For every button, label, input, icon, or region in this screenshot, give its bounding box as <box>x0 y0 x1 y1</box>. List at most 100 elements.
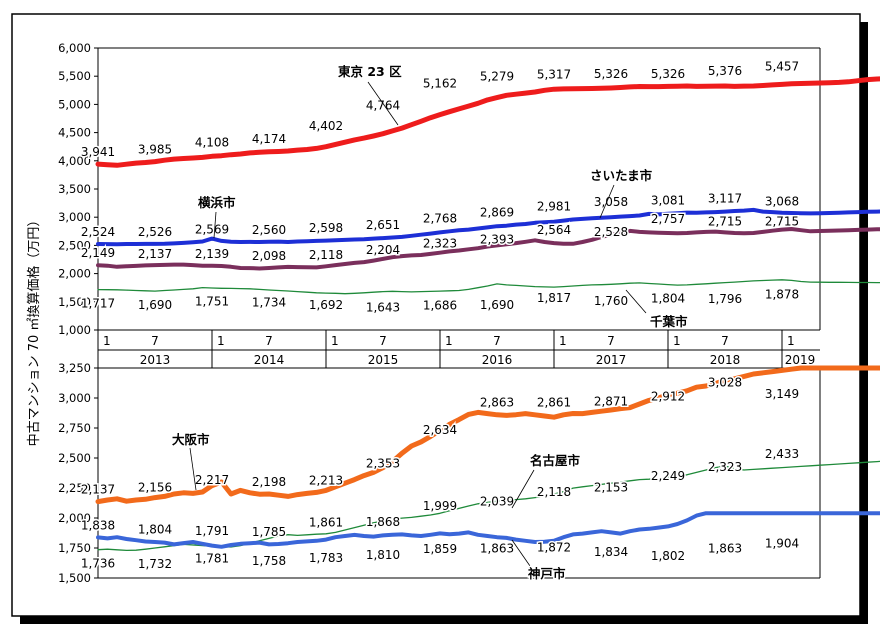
data-label: 5,457 <box>765 60 799 74</box>
series-callout-label: 名古屋市 <box>530 453 581 468</box>
series-callout-label: 東京 23 区 <box>338 64 402 79</box>
data-label: 2,156 <box>138 480 172 494</box>
lower-y-tick-label: 2,000 <box>58 511 91 525</box>
lower-y-tick-label: 2,750 <box>58 421 91 435</box>
data-label: 2,715 <box>708 214 742 228</box>
upper-y-tick-label: 4,000 <box>58 154 91 168</box>
data-label: 4,108 <box>195 136 229 150</box>
callout-leader <box>367 81 399 126</box>
data-label: 1,878 <box>765 287 799 301</box>
data-label: 1,791 <box>195 524 229 538</box>
data-label: 1,736 <box>81 557 115 571</box>
series-line-lower-0 <box>95 365 880 505</box>
data-label: 2,871 <box>594 394 628 408</box>
lower-y-tick-label: 2,500 <box>58 451 91 465</box>
data-label: 1,804 <box>651 292 685 306</box>
data-label: 1,643 <box>366 301 400 315</box>
lower-y-tick-label: 1,500 <box>58 571 91 585</box>
data-label: 2,323 <box>423 236 457 250</box>
data-label: 1,758 <box>252 554 286 568</box>
data-label: 2,768 <box>423 211 457 225</box>
data-label: 5,326 <box>594 67 628 81</box>
x-month-label: 1 <box>787 334 795 348</box>
data-label: 2,039 <box>480 494 514 508</box>
data-label: 2,249 <box>651 469 685 483</box>
data-label: 2,433 <box>765 447 799 461</box>
data-label: 1,861 <box>309 516 343 530</box>
data-label: 2,118 <box>309 248 343 262</box>
data-label: 2,213 <box>309 473 343 487</box>
x-month-label: 7 <box>265 334 273 348</box>
series-line-upper-1 <box>96 207 880 247</box>
upper-y-tick-label: 3,500 <box>58 182 91 196</box>
data-label: 2,393 <box>480 232 514 246</box>
x-month-label: 1 <box>217 334 225 348</box>
lower-y-tick-label: 3,250 <box>58 361 91 375</box>
data-label: 1,817 <box>537 291 571 305</box>
data-label: 2,217 <box>195 473 229 487</box>
callout-leader <box>599 184 615 219</box>
lower-y-tick-label: 2,250 <box>58 481 91 495</box>
callout-leader <box>511 539 531 567</box>
x-year-label: 2016 <box>482 353 513 367</box>
x-month-label: 1 <box>445 334 453 348</box>
data-label: 2,323 <box>708 460 742 474</box>
data-label: 1,783 <box>309 551 343 565</box>
upper-y-tick-label: 3,000 <box>58 210 91 224</box>
data-label: 2,139 <box>195 247 229 261</box>
data-label: 2,634 <box>423 423 457 437</box>
data-label: 3,058 <box>594 195 628 209</box>
callout-leader <box>189 447 197 491</box>
series-line-upper-3 <box>97 279 880 295</box>
x-month-label: 1 <box>559 334 567 348</box>
x-year-label: 2018 <box>710 353 741 367</box>
x-month-label: 7 <box>493 334 501 348</box>
data-label: 2,198 <box>252 475 286 489</box>
callout-leader <box>213 211 217 239</box>
x-year-label: 2015 <box>368 353 399 367</box>
x-year-label: 2017 <box>596 353 627 367</box>
data-label: 4,402 <box>309 119 343 133</box>
data-label: 1,692 <box>309 298 343 312</box>
data-label: 2,560 <box>252 223 286 237</box>
upper-y-tick-label: 4,500 <box>58 126 91 140</box>
data-label: 2,118 <box>537 485 571 499</box>
upper-y-tick-label: 2,500 <box>58 238 91 252</box>
x-month-label: 1 <box>673 334 681 348</box>
upper-y-tick-label: 1,000 <box>58 323 91 337</box>
x-month-label: 7 <box>721 334 729 348</box>
data-label: 5,317 <box>537 68 571 82</box>
data-label: 2,981 <box>537 199 571 213</box>
series-callout-label: 神戸市 <box>528 566 566 581</box>
upper-y-tick-label: 2,000 <box>58 267 91 281</box>
data-label: 2,861 <box>537 396 571 410</box>
data-label: 1,686 <box>423 298 457 312</box>
series-callout-label: 千葉市 <box>650 314 688 329</box>
data-label: 3,081 <box>651 194 685 208</box>
data-label: 3,941 <box>81 145 115 159</box>
series-line-upper-0 <box>95 76 880 168</box>
data-label: 5,162 <box>423 76 457 90</box>
data-label: 1,868 <box>366 515 400 529</box>
data-label: 1,796 <box>708 292 742 306</box>
data-label: 2,137 <box>138 247 172 261</box>
data-label: 1,690 <box>138 298 172 312</box>
x-year-label: 2013 <box>140 353 171 367</box>
data-label: 1,999 <box>423 499 457 513</box>
upper-y-tick-label: 5,000 <box>58 97 91 111</box>
data-label: 2,651 <box>366 218 400 232</box>
data-label: 1,859 <box>423 542 457 556</box>
data-label: 2,863 <box>480 395 514 409</box>
data-label: 3,068 <box>765 194 799 208</box>
data-label: 1,781 <box>195 551 229 565</box>
data-label: 1,760 <box>594 294 628 308</box>
lower-y-tick-label: 1,750 <box>58 541 91 555</box>
x-axis-band: 1 7 1 7 1 7 1 7 1 7 1 7 1 2013 2014 2015 2016 2017 2018 201… <box>97 330 820 368</box>
data-label: 1,690 <box>480 298 514 312</box>
callout-leader <box>625 289 647 314</box>
data-label: 2,715 <box>765 214 799 228</box>
data-label: 1,810 <box>366 548 400 562</box>
data-label: 1,804 <box>138 523 172 537</box>
